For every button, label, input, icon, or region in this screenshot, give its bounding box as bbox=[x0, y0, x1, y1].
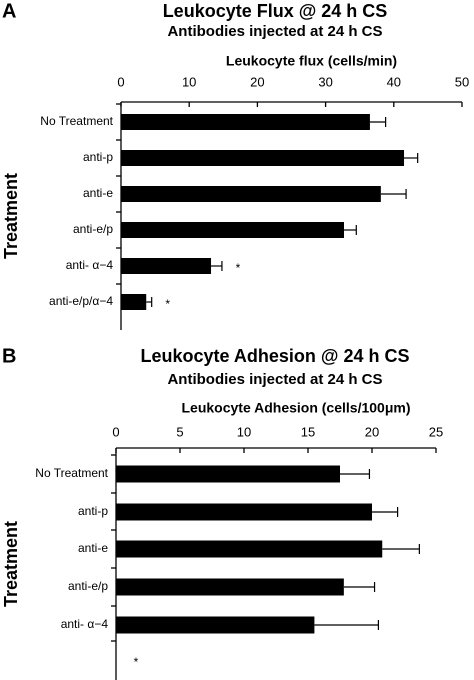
error-bar bbox=[314, 620, 379, 630]
chart-subtitle: Antibodies injected at 24 h CS bbox=[167, 371, 382, 388]
error-bar bbox=[340, 469, 371, 479]
panel-label: B bbox=[2, 345, 16, 367]
y-tick-label: anti-e/p bbox=[73, 222, 113, 236]
error-bar bbox=[380, 189, 407, 199]
bar bbox=[121, 294, 147, 310]
chart-title: Leukocyte Flux @ 24 h CS bbox=[163, 1, 388, 21]
error-bar bbox=[343, 582, 376, 592]
error-bar bbox=[382, 544, 420, 554]
x-tick-label: 10 bbox=[237, 424, 251, 439]
bar bbox=[121, 222, 345, 238]
bar bbox=[116, 465, 340, 483]
y-tick-label: anti-e/p/α−4 bbox=[49, 294, 113, 308]
y-tick-label: anti-p bbox=[78, 504, 108, 518]
bar bbox=[116, 578, 344, 596]
y-tick-label: No Treatment bbox=[40, 114, 113, 128]
bar bbox=[116, 503, 372, 521]
bar bbox=[121, 186, 381, 202]
y-tick-label: anti- α−4 bbox=[66, 258, 114, 272]
y-tick-label: anti-e bbox=[78, 541, 108, 555]
chart-title: Leukocyte Adhesion @ 24 h CS bbox=[141, 346, 410, 366]
bar bbox=[116, 616, 315, 634]
error-bar bbox=[344, 225, 357, 235]
annotation: * bbox=[134, 655, 139, 669]
x-tick-label: 50 bbox=[455, 74, 469, 89]
annotation: * bbox=[236, 261, 241, 275]
x-tick-label: 0 bbox=[117, 74, 124, 89]
annotation: * bbox=[165, 297, 170, 311]
x-axis-label: Leukocyte flux (cells/min) bbox=[226, 53, 397, 69]
bar bbox=[121, 114, 370, 130]
error-bar bbox=[369, 117, 387, 127]
x-tick-label: 0 bbox=[112, 424, 119, 439]
panel-label: A bbox=[2, 0, 16, 22]
chart-subtitle: Antibodies injected at 24 h CS bbox=[167, 23, 382, 40]
x-tick-label: 30 bbox=[318, 74, 332, 89]
y-tick-label: anti-e bbox=[83, 186, 113, 200]
error-bar bbox=[146, 297, 153, 307]
x-tick-label: 25 bbox=[429, 424, 443, 439]
y-tick-label: anti-e/p bbox=[68, 579, 108, 593]
x-tick-label: 10 bbox=[182, 74, 196, 89]
x-tick-label: 40 bbox=[387, 74, 401, 89]
y-tick-label: anti- α−4 bbox=[61, 617, 109, 631]
y-axis-label: Treatment bbox=[1, 173, 21, 259]
x-tick-label: 5 bbox=[176, 424, 183, 439]
error-bar bbox=[372, 507, 399, 517]
error-bar bbox=[211, 261, 223, 271]
bar bbox=[116, 540, 383, 558]
x-axis-label: Leukocyte Adhesion (cells/100μm) bbox=[181, 400, 410, 416]
y-axis-label: Treatment bbox=[1, 521, 21, 607]
x-tick-label: 20 bbox=[365, 424, 379, 439]
x-tick-label: 20 bbox=[250, 74, 264, 89]
bar bbox=[121, 258, 212, 274]
y-tick-label: anti-p bbox=[83, 150, 113, 164]
x-tick-label: 15 bbox=[301, 424, 315, 439]
error-bar bbox=[404, 153, 419, 163]
y-tick-label: No Treatment bbox=[35, 466, 108, 480]
bar bbox=[121, 150, 405, 166]
